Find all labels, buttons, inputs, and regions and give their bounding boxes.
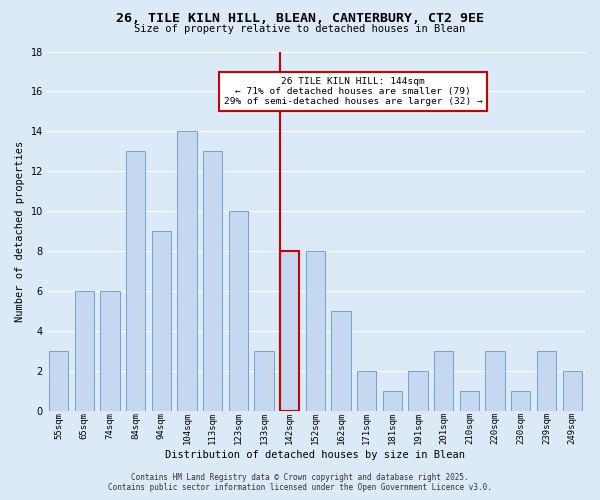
Bar [383, 391, 402, 411]
X-axis label: Distribution of detached houses by size in Blean: Distribution of detached houses by size … [166, 450, 466, 460]
Text: 26, TILE KILN HILL, BLEAN, CANTERBURY, CT2 9EE: 26, TILE KILN HILL, BLEAN, CANTERBURY, C… [116, 12, 484, 26]
Bar [126, 152, 145, 411]
Bar [280, 251, 299, 411]
Y-axis label: Number of detached properties: Number of detached properties [15, 140, 25, 322]
Bar [229, 211, 248, 411]
Text: Contains HM Land Registry data © Crown copyright and database right 2025.
Contai: Contains HM Land Registry data © Crown c… [108, 473, 492, 492]
Bar [74, 291, 94, 411]
Bar [563, 371, 582, 411]
Bar [203, 152, 222, 411]
Bar [331, 311, 350, 411]
Bar [511, 391, 530, 411]
Bar [460, 391, 479, 411]
Bar [254, 351, 274, 411]
Bar [152, 231, 171, 411]
Bar [485, 351, 505, 411]
Text: Size of property relative to detached houses in Blean: Size of property relative to detached ho… [134, 24, 466, 34]
Text: 26 TILE KILN HILL: 144sqm
← 71% of detached houses are smaller (79)
29% of semi-: 26 TILE KILN HILL: 144sqm ← 71% of detac… [224, 76, 482, 106]
Bar [434, 351, 454, 411]
Bar [409, 371, 428, 411]
Bar [357, 371, 376, 411]
Bar [100, 291, 119, 411]
Bar [178, 132, 197, 411]
Bar [537, 351, 556, 411]
Bar [306, 251, 325, 411]
Bar [49, 351, 68, 411]
